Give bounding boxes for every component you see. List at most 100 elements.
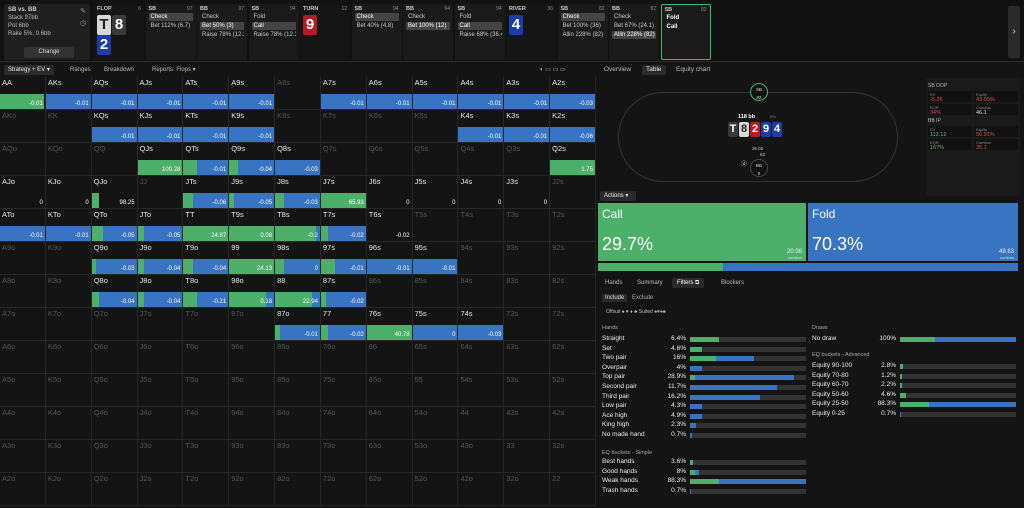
hand-cell[interactable]: J7s 65.93 xyxy=(320,176,367,209)
hand-cell[interactable]: J9s -0.05 xyxy=(229,176,276,209)
hand-cell[interactable]: J3s 0 xyxy=(504,176,551,209)
hand-cell[interactable]: 73s xyxy=(504,308,551,341)
filter-row[interactable]: Overpair 4% xyxy=(602,364,806,373)
hand-cell[interactable]: 32o xyxy=(504,473,551,506)
hand-cell[interactable]: A8s xyxy=(275,77,321,110)
hand-cell[interactable]: Q6s xyxy=(366,143,413,176)
hand-cell[interactable]: J2s xyxy=(550,176,596,209)
hand-cell[interactable]: Q6o xyxy=(91,341,138,374)
hand-cell[interactable]: 97o xyxy=(229,308,276,341)
hand-cell[interactable]: 42o xyxy=(458,473,505,506)
hand-cell[interactable]: AQs -0.01 xyxy=(91,77,138,110)
hand-cell[interactable]: K9s -0.01 xyxy=(229,110,276,143)
hand-cell[interactable]: 97s -0.01 xyxy=(320,242,367,275)
hand-cell[interactable]: Q5o xyxy=(91,374,138,407)
hand-cell[interactable]: Q2o xyxy=(91,473,138,506)
hand-cell[interactable]: J6o xyxy=(137,341,184,374)
action-option[interactable]: Bet 100% (12) xyxy=(406,22,450,30)
hand-cell[interactable]: K7o xyxy=(45,308,92,341)
hand-cell[interactable]: K3s -0.01 xyxy=(504,110,551,143)
hand-cell[interactable]: T5s xyxy=(412,209,459,242)
action-option[interactable]: Allin 228% (82) xyxy=(612,31,656,39)
street-column[interactable]: RIVER 36 4 xyxy=(506,4,556,60)
action-option[interactable]: Fold xyxy=(253,14,266,20)
hand-cell[interactable]: J9o -0.04 xyxy=(137,242,184,275)
hand-cell[interactable]: 99 24.13 xyxy=(229,242,276,275)
filter-row[interactable]: Straight 6.4% xyxy=(602,335,806,344)
actions-dropdown[interactable]: Actions ▾ xyxy=(600,191,636,201)
hand-cell[interactable]: J3o xyxy=(137,440,184,473)
hand-cell[interactable]: 63s xyxy=(504,341,551,374)
edit-icon[interactable]: ✎ xyxy=(80,8,86,15)
hand-cell[interactable]: T4s xyxy=(458,209,505,242)
hand-cell[interactable]: 82s xyxy=(550,275,596,308)
filter-row[interactable]: Set 4.6% xyxy=(602,345,806,354)
hand-cell[interactable]: A7o xyxy=(0,308,46,341)
tab-hands[interactable]: Hands xyxy=(605,280,623,286)
action-option[interactable]: Bet 50% (3) xyxy=(200,22,244,30)
hand-cell[interactable]: Q8s -0.03 xyxy=(275,143,321,176)
tab-filters[interactable]: Filters ⧉ xyxy=(672,278,705,288)
hand-cell[interactable]: T3s xyxy=(504,209,551,242)
hand-cell[interactable]: T9o -0.04 xyxy=(183,242,230,275)
action-option[interactable]: Call xyxy=(251,22,296,30)
hand-cell[interactable]: T9s 0.08 xyxy=(229,209,276,242)
hand-cell[interactable]: Q8o -0.04 xyxy=(91,275,138,308)
call-action-block[interactable]: Call 29.7% 20.98 combos xyxy=(598,203,806,261)
action-option[interactable]: Fold xyxy=(666,15,680,21)
filter-row[interactable]: Ace high 4.9% xyxy=(602,412,806,421)
hand-cell[interactable]: A8o xyxy=(0,275,46,308)
hand-cell[interactable]: 74s -0.03 xyxy=(458,308,505,341)
hand-cell[interactable]: QJs 100.28 xyxy=(137,143,184,176)
street-column[interactable]: FLOP 6 T 82 xyxy=(94,4,144,60)
hand-cell[interactable]: Q5s xyxy=(412,143,459,176)
action-option[interactable]: Bet 100% (36) xyxy=(562,23,601,29)
action-option[interactable]: Bet 40% (4.8) xyxy=(356,23,394,29)
hand-cell[interactable]: T6s -0.02 xyxy=(366,209,413,242)
hand-cell[interactable]: 52o xyxy=(412,473,459,506)
hand-cell[interactable]: 43o xyxy=(458,440,505,473)
street-column[interactable]: SB 94 Fold Call Raise 78% (12.3) xyxy=(248,4,299,60)
hand-cell[interactable]: K4o xyxy=(45,407,92,440)
hand-cell[interactable]: 82o xyxy=(275,473,321,506)
street-column[interactable]: TURN 12 9 xyxy=(300,4,350,60)
hand-cell[interactable]: 85o xyxy=(275,374,321,407)
hand-cell[interactable]: J6s 0 xyxy=(366,176,413,209)
action-option[interactable]: Bet 112% (6.7) xyxy=(150,23,191,29)
hand-cell[interactable]: T5o xyxy=(183,374,230,407)
clock-icon[interactable]: ◷ xyxy=(80,20,87,27)
hand-cell[interactable]: ATs -0.01 xyxy=(183,77,230,110)
hand-cell[interactable]: KTo -0.01 xyxy=(45,209,92,242)
hand-cell[interactable]: 84o xyxy=(275,407,321,440)
hand-cell[interactable]: Q4o xyxy=(91,407,138,440)
filter-row[interactable]: Low pair 4.3% xyxy=(602,402,806,411)
hand-cell[interactable]: 75s 0 xyxy=(412,308,459,341)
hand-cell[interactable]: T2o xyxy=(183,473,230,506)
hand-cell[interactable]: A7s -0.01 xyxy=(320,77,367,110)
hand-cell[interactable]: 87s -0.02 xyxy=(320,275,367,308)
hand-cell[interactable]: K9o xyxy=(45,242,92,275)
hand-cell[interactable]: T3o xyxy=(183,440,230,473)
hand-cell[interactable]: 88 22.94 xyxy=(275,275,321,308)
hand-cell[interactable]: K7s xyxy=(320,110,367,143)
hand-cell[interactable]: KTs -0.01 xyxy=(183,110,230,143)
hand-cell[interactable]: 83s xyxy=(504,275,551,308)
tab-breakdown[interactable]: Breakdown xyxy=(104,67,135,73)
hand-cell[interactable]: 72s xyxy=(550,308,596,341)
action-option[interactable]: Check xyxy=(202,14,220,20)
view-icons[interactable]: ◐ ▭ ▭ ▭ xyxy=(540,67,566,73)
street-column[interactable]: BB 82 Check Bet 67% (24.1) Allin 228% (82) xyxy=(609,4,659,60)
street-column[interactable]: SB 94 Fold Call Raise 68% (36.4) xyxy=(454,4,505,60)
hand-cell[interactable]: J2o xyxy=(137,473,184,506)
hand-cell[interactable]: 63o xyxy=(366,440,413,473)
hand-cell[interactable]: J7o xyxy=(137,308,184,341)
hand-cell[interactable]: 43s xyxy=(504,407,551,440)
hand-cell[interactable]: K4s -0.01 xyxy=(458,110,505,143)
hand-cell[interactable]: 96o xyxy=(229,341,276,374)
next-button[interactable]: › xyxy=(1008,6,1020,58)
action-option[interactable]: Raise 78% (12.3) xyxy=(253,32,296,38)
street-column[interactable]: BB 97 Check Bet 50% (3) Raise 78% (12.3) xyxy=(197,4,247,60)
fold-action-block[interactable]: Fold 70.3% 49.63 combos xyxy=(808,203,1018,261)
tab-table[interactable]: Table xyxy=(642,65,666,75)
hand-cell[interactable]: J4s 0 xyxy=(458,176,505,209)
